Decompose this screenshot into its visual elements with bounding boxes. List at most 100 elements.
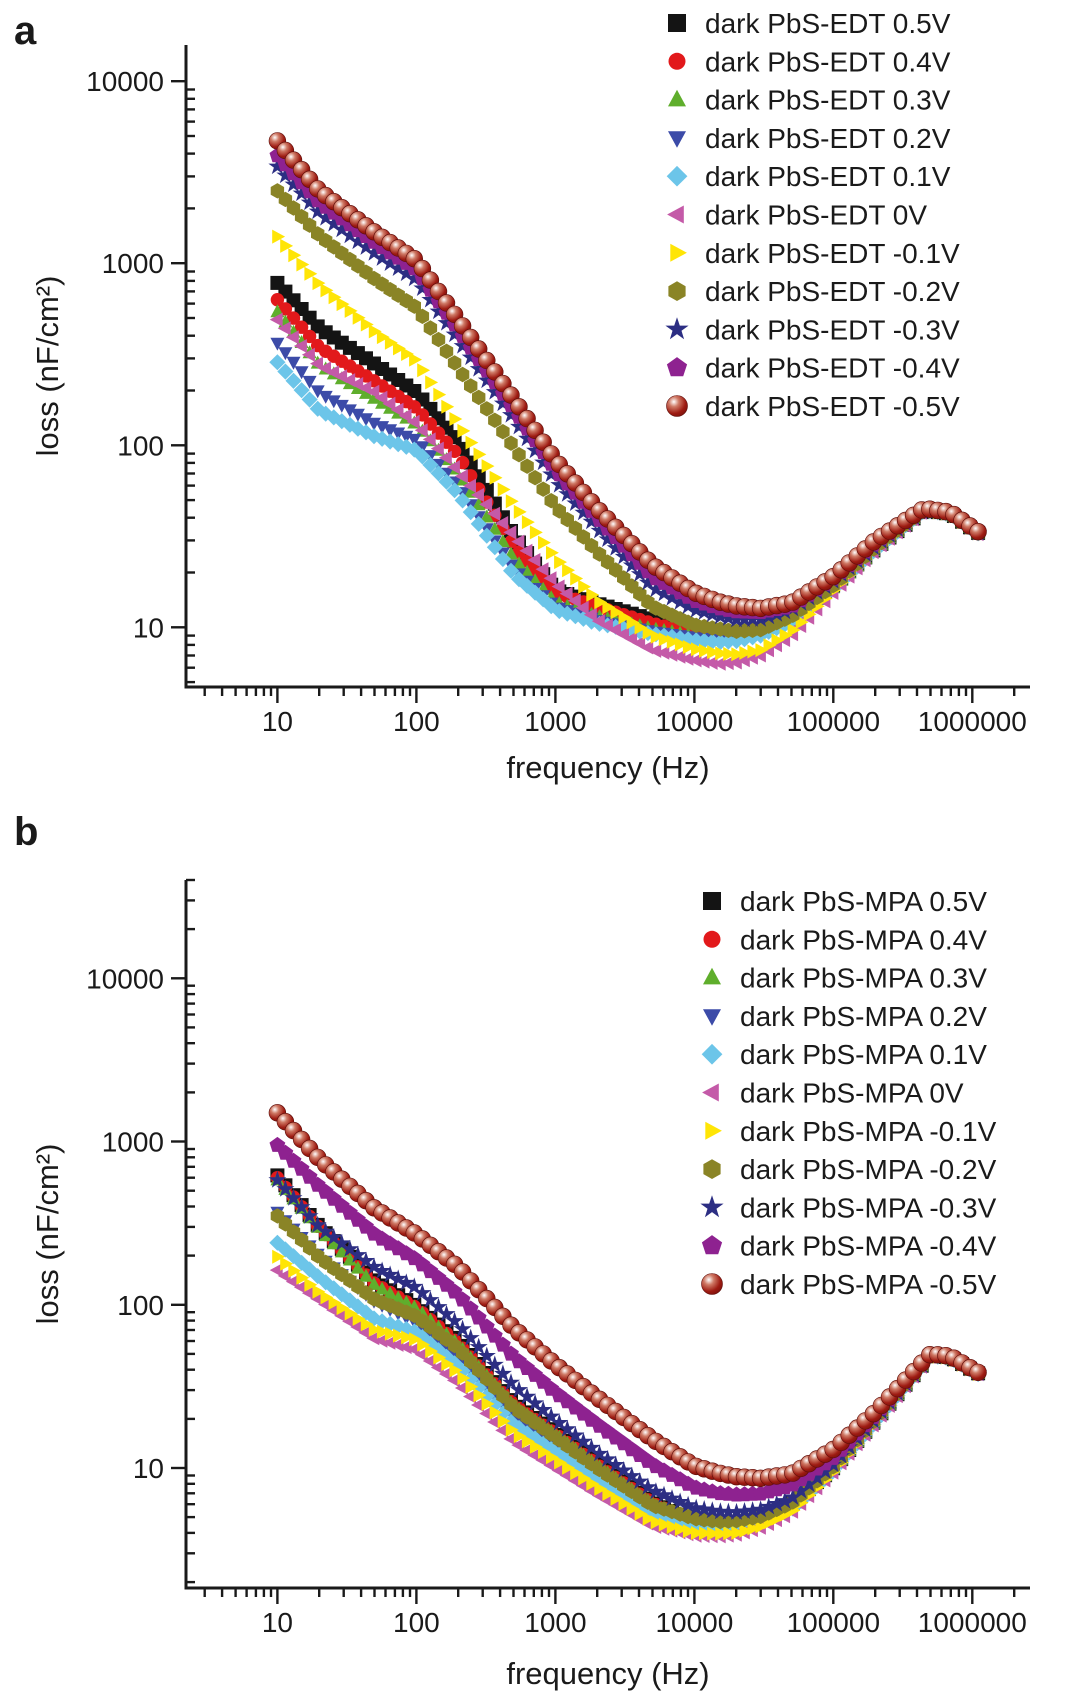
legend-marker-triangle-left (702, 1083, 719, 1102)
x-tick-label: 1000000 (918, 706, 1027, 737)
y-axis-a: 10 100 1000 10000 (86, 66, 195, 684)
legend-item: dark PbS-MPA -0.1V (705, 1116, 997, 1147)
legend-label: dark PbS-MPA 0.4V (740, 924, 987, 955)
legend-label: dark PbS-EDT 0.4V (705, 46, 951, 77)
legend-label: dark PbS-EDT 0V (705, 200, 927, 231)
legend-item: dark PbS-EDT 0.4V (668, 46, 951, 77)
legend-label: dark PbS-MPA -0.1V (740, 1116, 997, 1147)
y-axis-title-b: loss (nF/cm²) (30, 1144, 65, 1325)
y-tick-label: 10000 (86, 963, 164, 994)
legend-item: dark PbS-MPA 0.1V (701, 1039, 987, 1070)
y-axis-b: 10 100 1000 10000 (86, 878, 195, 1584)
legend-item: dark PbS-EDT 0.5V (668, 8, 951, 39)
x-axis-a: 10 100 1000 10000 100000 1000000 (203, 687, 1027, 737)
y-tick-label: 10000 (86, 66, 164, 97)
y-tick-label: 1000 (102, 1127, 164, 1158)
x-tick-label: 10000 (655, 706, 733, 737)
legend-label: dark PbS-EDT -0.1V (705, 238, 960, 269)
legend-marker-circle (703, 930, 721, 948)
legend-marker-triangle-right (705, 1121, 722, 1140)
legend-item: dark PbS-EDT -0.1V (670, 238, 960, 269)
x-tick-label: 100 (393, 706, 440, 737)
legend-item: dark PbS-MPA 0.5V (703, 886, 987, 917)
series-dark-PbS-EDT--0.5V (268, 132, 987, 618)
y-tick-label: 10 (133, 612, 164, 643)
legend-b: dark PbS-MPA 0.5V dark PbS-MPA 0.4V dark P… (700, 886, 997, 1300)
legend-label: dark PbS-EDT 0.5V (705, 8, 951, 39)
legend-item: dark PbS-EDT 0.2V (668, 123, 951, 154)
legend-label: dark PbS-MPA 0.3V (740, 963, 987, 994)
legend-label: dark PbS-EDT 0.3V (705, 85, 951, 116)
legend-a: dark PbS-EDT 0.5V dark PbS-EDT 0.4V dark P… (665, 8, 960, 422)
axes-b: 10 100 1000 10000 100000 1000000 10 100 1000 1000… (86, 878, 1030, 1638)
x-axis-title-b: frequency (Hz) (506, 1656, 709, 1691)
legend-marker-triangle-right (670, 243, 687, 262)
legend-marker-square (703, 892, 721, 910)
legend-label: dark PbS-MPA 0.2V (740, 1001, 987, 1032)
legend-label: dark PbS-EDT -0.3V (705, 314, 960, 345)
legend-label: dark PbS-MPA 0.5V (740, 886, 987, 917)
legend-marker-triangle-left (667, 205, 684, 224)
legend-item: dark PbS-EDT -0.4V (666, 353, 960, 384)
legend-marker-circle (668, 52, 686, 70)
x-tick-label: 100000 (787, 706, 880, 737)
legend-item: dark PbS-MPA 0.2V (703, 1001, 987, 1032)
legend-item: dark PbS-MPA 0.3V (703, 963, 987, 994)
legend-marker-diamond (666, 165, 688, 187)
y-tick-label: 100 (117, 430, 164, 461)
legend-label: dark PbS-EDT 0.2V (705, 123, 951, 154)
legend-item: dark PbS-EDT 0.3V (668, 85, 951, 116)
legend-marker-triangle-down (668, 131, 686, 148)
x-axis-b: 10 100 1000 10000 100000 1000000 (203, 1588, 1027, 1638)
legend-marker-pentagon (701, 1235, 723, 1255)
panel-label-a: a (14, 9, 37, 53)
legend-label: dark PbS-EDT 0.1V (705, 161, 951, 192)
x-tick-label: 1000 (524, 706, 586, 737)
legend-label: dark PbS-MPA 0.1V (740, 1039, 987, 1070)
legend-label: dark PbS-EDT -0.5V (705, 391, 960, 422)
legend-item: dark PbS-MPA 0V (702, 1078, 964, 1109)
y-tick-label: 10 (133, 1453, 164, 1484)
x-tick-label: 10 (262, 706, 293, 737)
legend-item: dark PbS-MPA -0.5V (701, 1269, 997, 1300)
legend-label: dark PbS-EDT -0.4V (705, 353, 960, 384)
x-tick-label: 1000 (524, 1607, 586, 1638)
legend-label: dark PbS-EDT -0.2V (705, 276, 960, 307)
y-tick-label: 1000 (102, 248, 164, 279)
legend-item: dark PbS-MPA -0.4V (701, 1231, 997, 1262)
legend-marker-square (668, 14, 686, 32)
legend-marker-triangle-down (703, 1009, 721, 1026)
legend-label: dark PbS-MPA -0.3V (740, 1192, 997, 1223)
legend-marker-pentagon (666, 357, 688, 377)
legend-item: dark PbS-EDT -0.3V (665, 314, 960, 345)
series-dark-PbS-MPA-0.4V (270, 1171, 985, 1533)
x-tick-label: 100 (393, 1607, 440, 1638)
legend-item: dark PbS-MPA -0.2V (703, 1154, 997, 1185)
panel-a: a 10 100 1000 10000 100000 1000000 10 100 1000 100… (14, 8, 1030, 785)
x-axis-title-a: frequency (Hz) (506, 750, 709, 785)
legend-item: dark PbS-EDT -0.5V (666, 391, 960, 422)
legend-item: dark PbS-EDT -0.2V (668, 276, 960, 307)
legend-item: dark PbS-EDT 0V (667, 200, 927, 231)
legend-marker-hexagon (703, 1159, 721, 1179)
axes-a: 10 100 1000 10000 100000 1000000 10 100 1000 1000… (86, 45, 1030, 737)
legend-item: dark PbS-MPA -0.3V (700, 1192, 997, 1223)
legend-marker-triangle-up (703, 967, 721, 985)
x-tick-label: 1000000 (918, 1607, 1027, 1638)
legend-label: dark PbS-MPA -0.4V (740, 1231, 997, 1262)
legend-item: dark PbS-MPA 0.4V (703, 924, 987, 955)
x-tick-label: 100000 (787, 1607, 880, 1638)
x-tick-label: 10000 (655, 1607, 733, 1638)
legend-marker-hexagon (668, 281, 686, 301)
panel-label-b: b (14, 810, 38, 854)
legend-label: dark PbS-MPA 0V (740, 1078, 964, 1109)
legend-marker-sphere (701, 1273, 723, 1295)
legend-marker-triangle-up (668, 89, 686, 107)
legend-item: dark PbS-EDT 0.1V (666, 161, 951, 192)
y-axis-title-a: loss (nF/cm²) (30, 276, 65, 457)
legend-marker-star (700, 1195, 724, 1218)
legend-label: dark PbS-MPA -0.5V (740, 1269, 997, 1300)
legend-label: dark PbS-MPA -0.2V (740, 1154, 997, 1185)
